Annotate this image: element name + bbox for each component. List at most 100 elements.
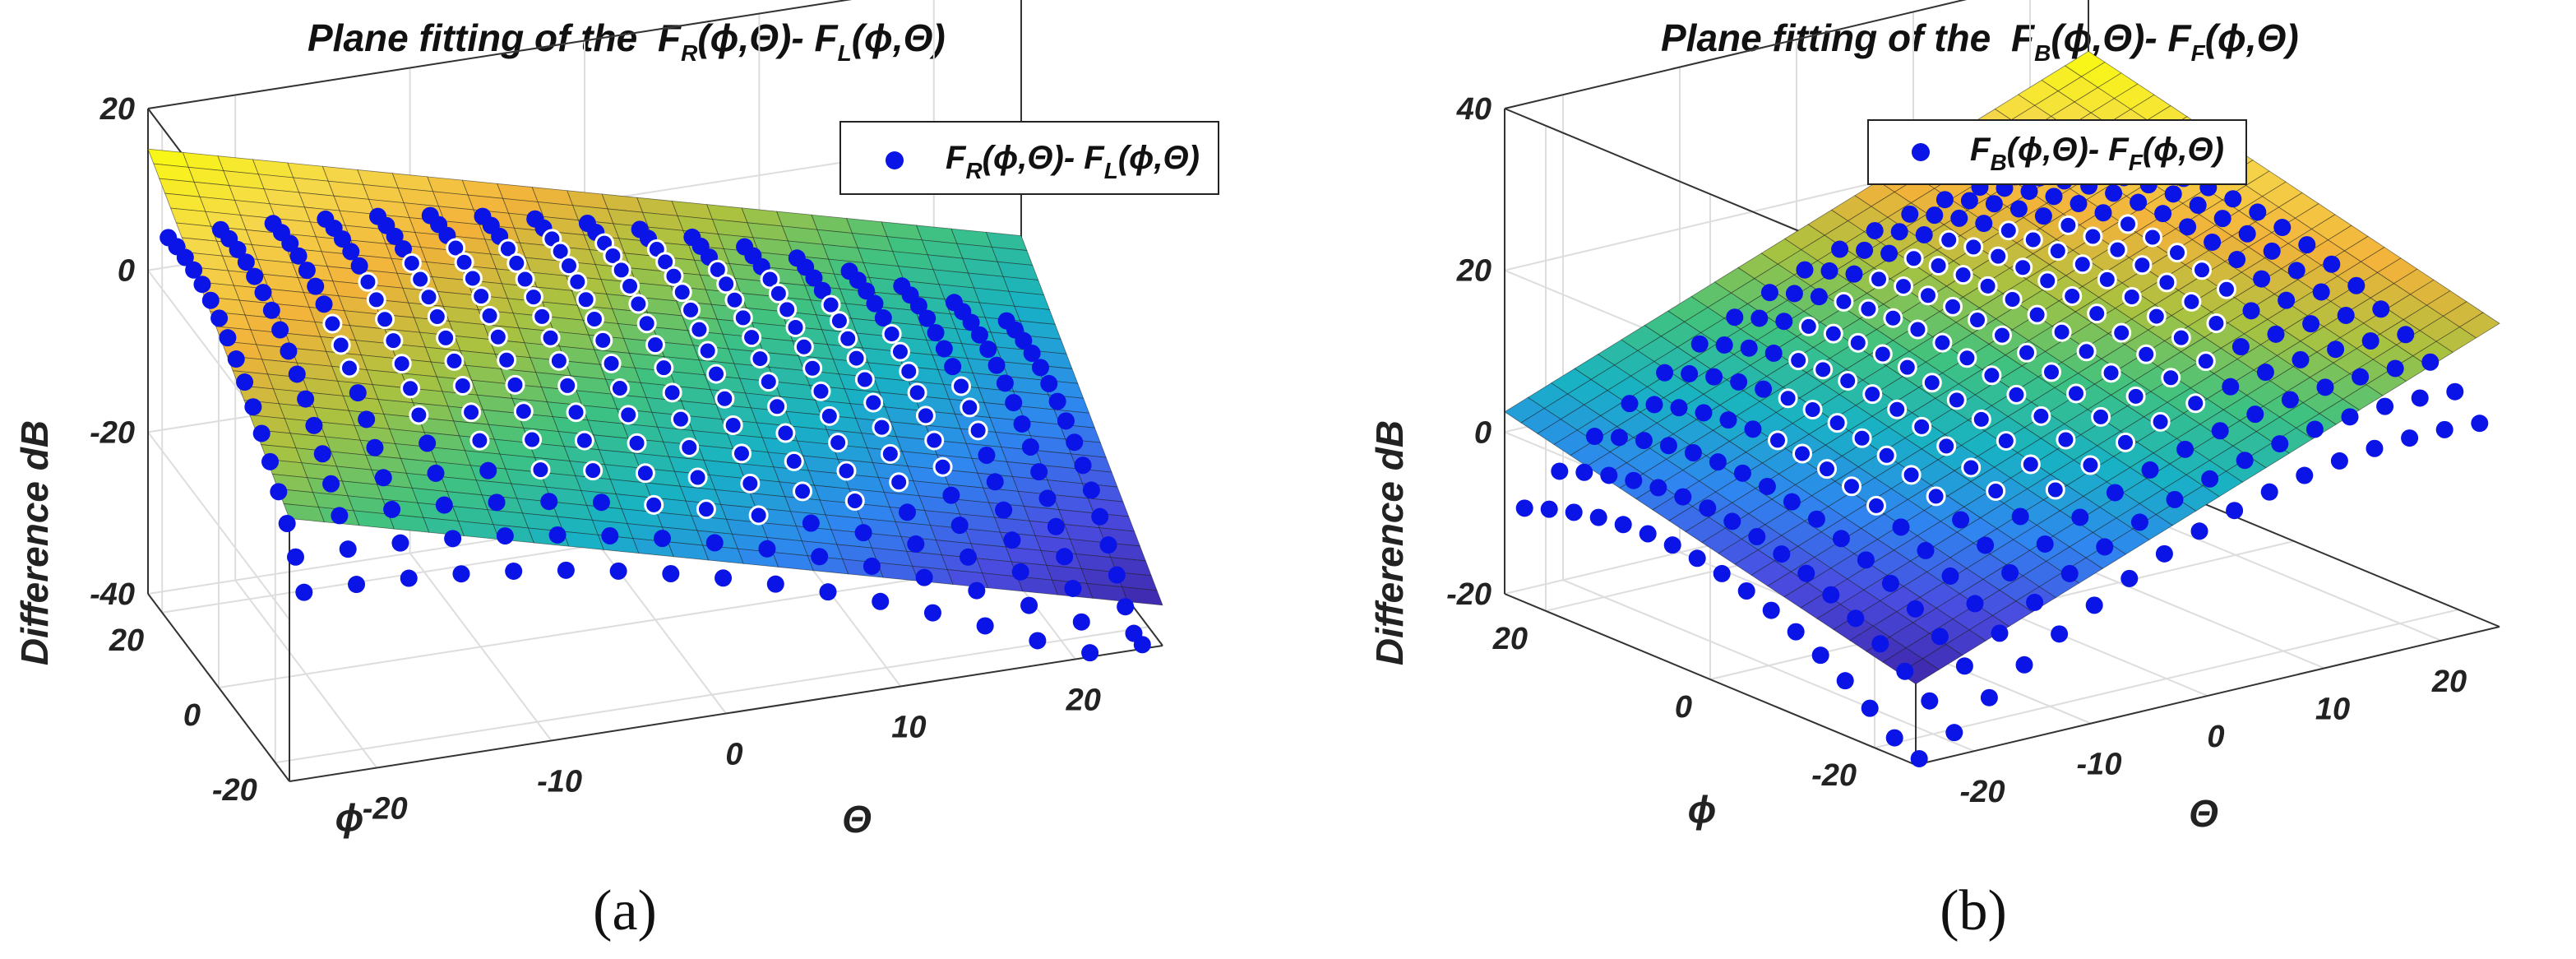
chart-a-scatter-point <box>863 557 881 575</box>
chart-b-scatter-point <box>1931 628 1949 646</box>
chart-a-scatter-point <box>523 287 543 308</box>
chart-a-scatter-point <box>193 276 211 294</box>
chart-a-scatter-point <box>210 309 229 327</box>
chart-a-scatter-point <box>821 294 841 315</box>
chart-a-scatter-point <box>349 384 367 402</box>
chart-a-scatter-point <box>496 527 514 545</box>
chart-b-scatter-point <box>1996 430 2016 451</box>
chart-b-scatter-point <box>2042 362 2061 382</box>
chart-b-scatter-point <box>1858 299 1879 319</box>
chart-b-scatter-point <box>1810 288 1828 306</box>
chart-a-scatter-point <box>286 548 304 566</box>
chart-b-scatter-point <box>1908 319 1928 340</box>
chart-a-scatter-point <box>506 252 527 273</box>
chart-a-scatter-point <box>1072 613 1090 631</box>
chart-a-xtick-label: 20 <box>1066 683 1101 718</box>
chart-b-ztick-label: 20 <box>1456 254 1491 289</box>
chart-a-scatter-point <box>784 451 804 471</box>
chart-b-scatter-point <box>2071 508 2089 526</box>
chart-b-scatter-point <box>2036 535 2054 553</box>
chart-b-scatter-point <box>1856 241 1874 259</box>
chart-a-scatter-point <box>513 401 534 422</box>
chart-b-scatter-point <box>1883 308 1903 328</box>
chart-a-scatter-point <box>1074 456 1092 475</box>
chart-b-scatter-point <box>1813 359 1834 380</box>
chart-a-scatter-point <box>1029 632 1047 650</box>
chart-b-scatter-point <box>1890 223 1908 241</box>
chart-b-scatter-point <box>2376 397 2394 415</box>
chart-b-scatter-point <box>1977 536 1995 554</box>
chart-a-scatter-point <box>271 321 289 339</box>
chart-b-scatter-point <box>2189 196 2207 214</box>
chart-a-scatter-point <box>742 327 762 348</box>
chart-b-scatter-point <box>1705 368 1723 386</box>
chart-b-scatter-point <box>1861 699 1879 717</box>
chart-a-scatter-point <box>716 274 737 294</box>
chart-a-scatter-point <box>566 402 586 423</box>
chart-b-scatter-point <box>1887 399 1908 419</box>
chart-a-scatter-point <box>454 252 474 272</box>
chart-b-scatter-point <box>1910 749 1928 767</box>
chart-b-scatter-point <box>1957 348 1977 368</box>
chart-b-scatter-point <box>1901 205 1919 223</box>
chart-b-scatter-point <box>2080 455 2101 475</box>
chart-a-ylabel: ϕ <box>335 796 364 839</box>
chart-a-scatter-point <box>559 256 579 276</box>
chart-a-scatter-point <box>844 491 865 512</box>
chart-b-scatter-point <box>2031 405 2051 426</box>
chart-a-scatter-point <box>707 259 728 280</box>
chart-b-ztick-label: 0 <box>1474 415 1491 450</box>
chart-a-ytick-label: -20 <box>212 773 257 808</box>
chart-b-scatter-point <box>1906 600 1924 618</box>
chart-a-scatter-point <box>689 319 710 340</box>
chart-a-scatter <box>160 206 1151 662</box>
chart-a-scatter-point <box>1005 394 1023 412</box>
chart-b-scatter-point <box>2045 480 2065 500</box>
chart-a-scatter-point <box>530 460 551 480</box>
chart-b-scatter-point <box>1764 344 1783 362</box>
chart-b-scatter-point <box>1961 457 1982 478</box>
chart-b-scatter-point <box>2118 214 2138 234</box>
chart-a-scatter-point <box>383 331 404 351</box>
chart-a-scatter-point <box>280 342 298 360</box>
chart-a-scatter-point <box>307 277 325 295</box>
chart-b-scatter-point <box>2047 241 2068 262</box>
chart-a-scatter-point <box>758 540 776 558</box>
chart-a-scatter-point <box>970 326 988 344</box>
chart-a-scatter-point <box>705 534 724 552</box>
chart-a-scatter-point <box>540 327 561 348</box>
chart-b-scatter-point <box>2249 203 2267 221</box>
chart-a-scatter-point <box>898 503 916 521</box>
chart-a-scatter-point <box>858 282 876 300</box>
chart-a-scatter-point <box>696 499 716 520</box>
chart-a-scatter-point <box>662 382 682 403</box>
chart-b-scatter-point <box>1600 466 1618 484</box>
chart-a-scatter-point <box>342 243 360 261</box>
chart-a-scatter-point <box>918 309 937 327</box>
chart-a-ztick-label: 0 <box>118 254 135 289</box>
chart-b-scatter-point <box>2070 195 2088 213</box>
chart-b-scatter-point <box>1726 308 1744 327</box>
chart-b-scatter-point <box>2226 502 2244 520</box>
chart-b-scatter-point <box>2260 483 2278 501</box>
chart-a-scatter-point <box>880 443 900 464</box>
chart-a-scatter-point <box>358 410 376 429</box>
chart-b-scatter-point <box>1820 262 1838 280</box>
chart-a-scatter-point <box>635 463 655 484</box>
chart-b-scatter-point <box>1866 221 1884 239</box>
chart-a-scatter-point <box>261 452 280 470</box>
chart-b-xtick-label: 10 <box>2315 692 2350 726</box>
chart-a-scatter-point <box>576 290 596 310</box>
chart-a-scatter-point <box>962 313 980 331</box>
chart-b-scatter-point <box>1963 237 1984 257</box>
chart-a-scatter-point <box>601 353 622 373</box>
chart-b-scatter-point <box>2206 313 2227 333</box>
chart-b-scatter-point <box>2027 304 2047 325</box>
chart-a-scatter-point <box>1081 644 1099 662</box>
chart-a-scatter-point <box>574 430 594 451</box>
chart-a-scatter-point <box>935 340 953 358</box>
chart-b-scatter-point <box>1943 296 1963 317</box>
chart-b-scatter-point <box>1885 729 1903 747</box>
chart-a-scatter-point <box>176 248 194 266</box>
